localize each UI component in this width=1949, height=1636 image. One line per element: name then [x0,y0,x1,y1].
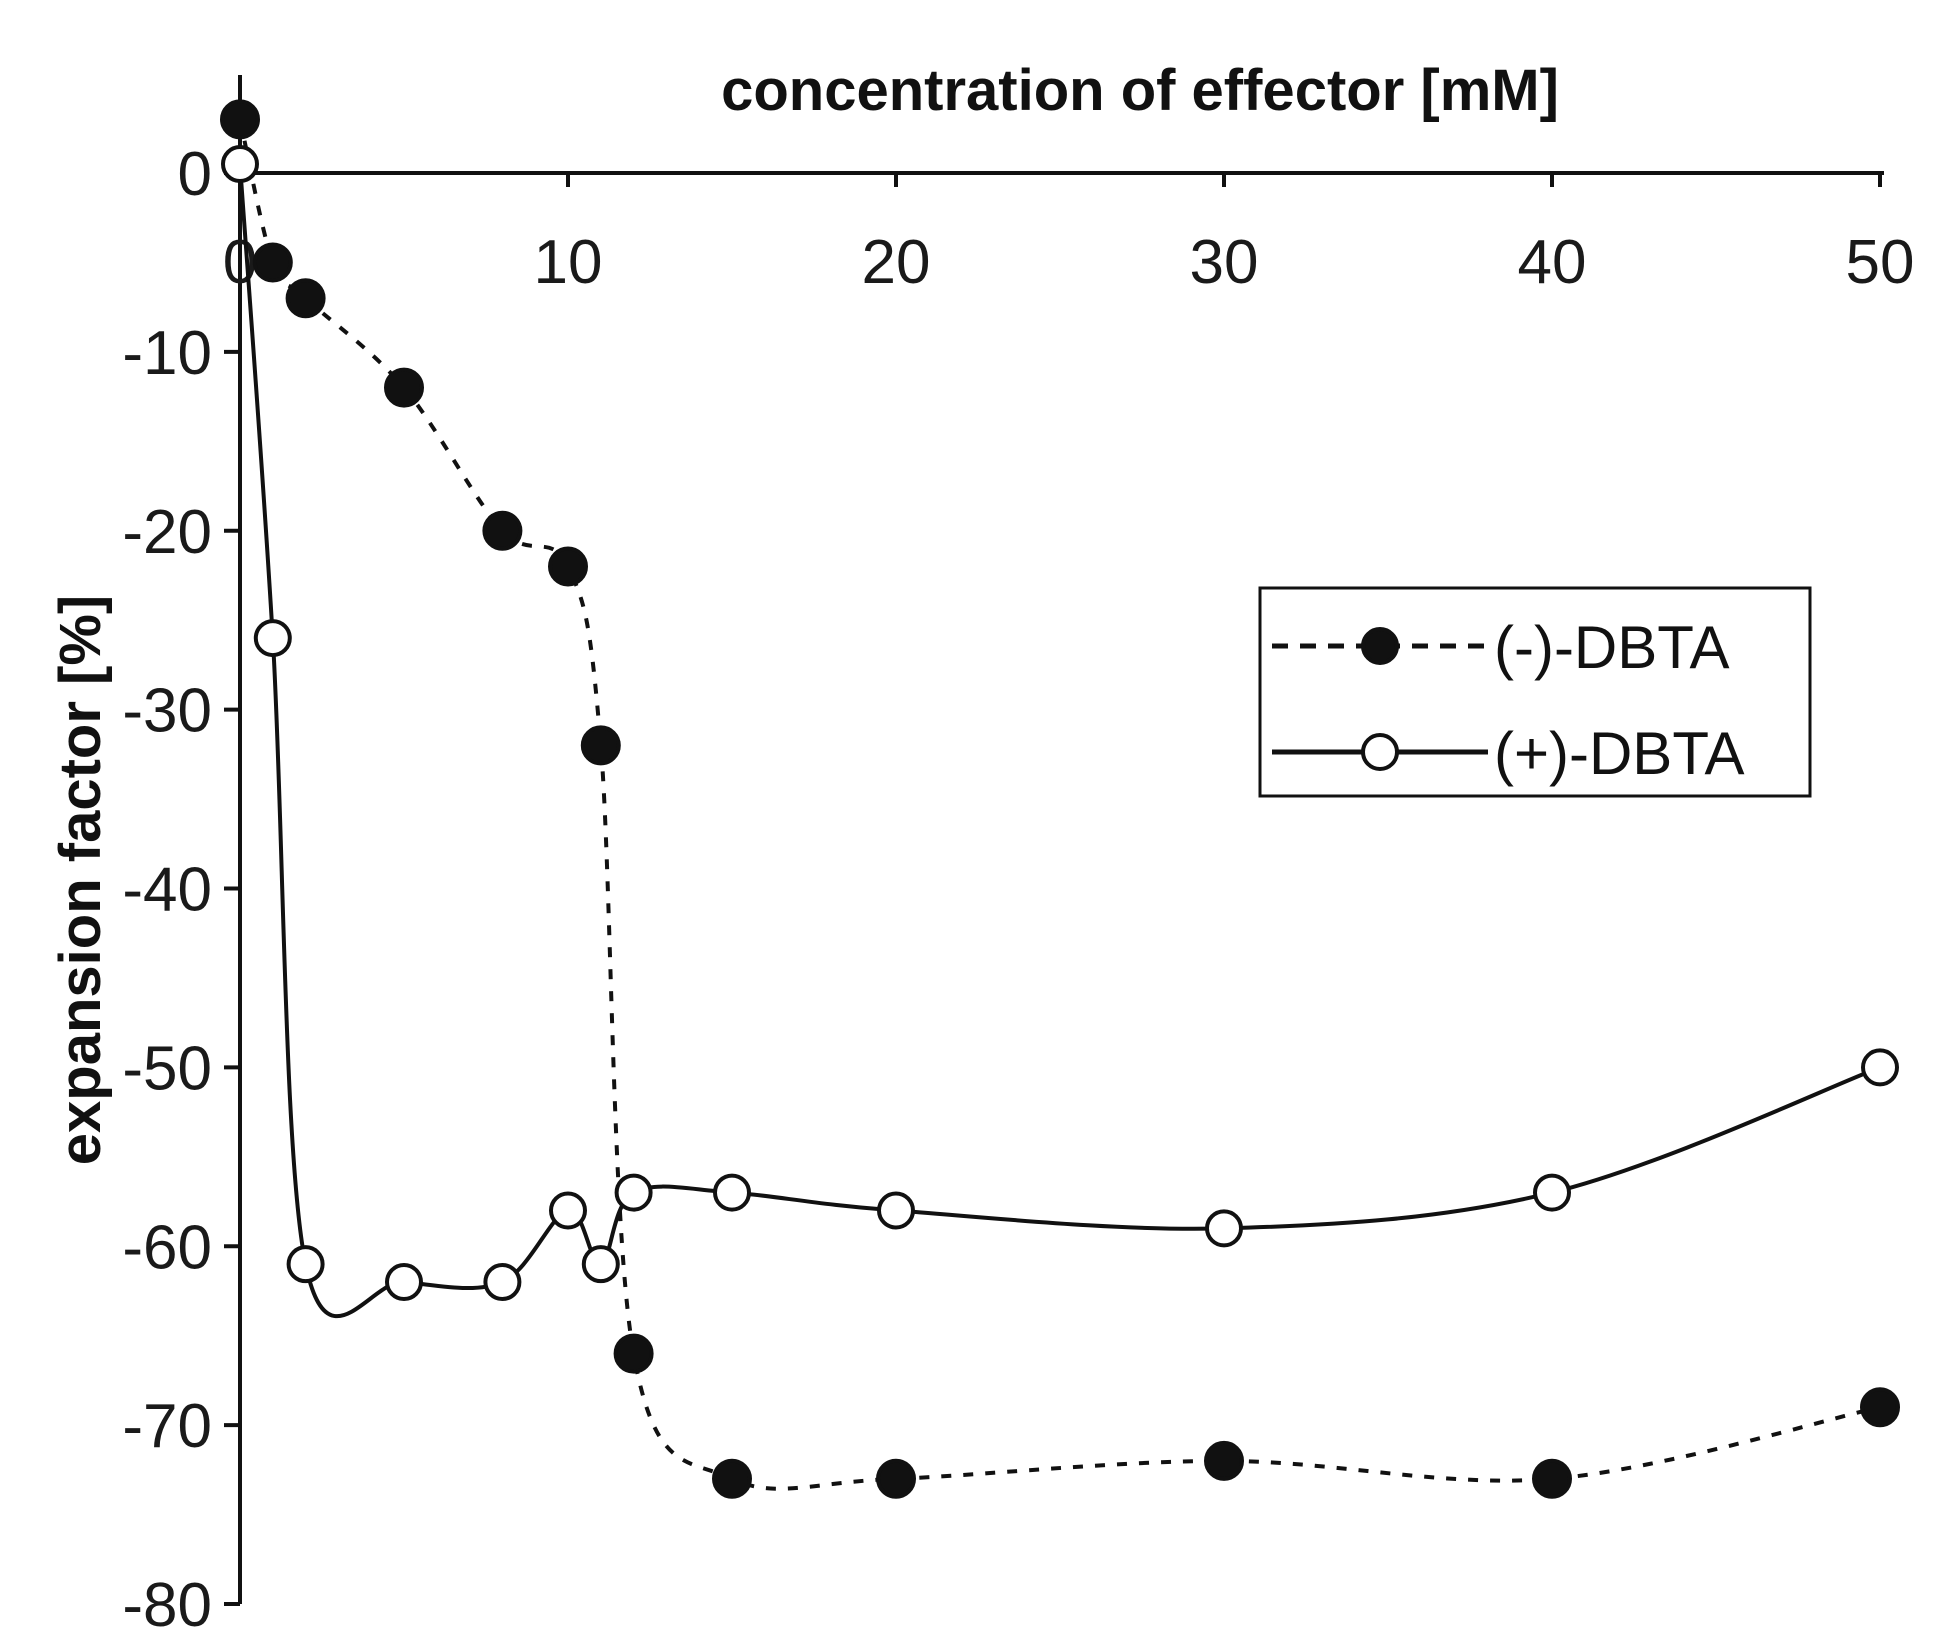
y-tick-label: -50 [122,1034,212,1103]
data-point-pos-dbta [1861,1048,1899,1087]
y-tick-label: -70 [122,1392,212,1461]
legend-label-neg-dbta: (-)-DBTA [1494,614,1730,681]
data-point-neg-dbta [876,1458,916,1499]
y-tick-label: -80 [122,1571,212,1636]
data-point-pos-dbta [483,1263,522,1302]
data-point-neg-dbta [252,242,293,283]
data-point-neg-dbta [712,1458,752,1499]
data-point-neg-dbta [613,1333,654,1374]
y-tick-label: -60 [122,1213,212,1282]
data-point-neg-dbta [1860,1387,1900,1428]
y-tick-label: 0 [178,140,212,209]
data-point-pos-dbta [614,1173,653,1212]
x-axis-title: concentration of effector [mM] [721,58,1559,123]
data-point-neg-dbta [384,367,424,408]
y-tick-label: -10 [122,319,212,388]
legend-marker-pos-dbta [1361,733,1399,771]
x-tick-label: 40 [1518,228,1587,297]
y-axis-title: expansion factor [%] [48,595,113,1165]
data-point-neg-dbta [548,546,588,587]
x-tick-label: 0 [223,228,257,297]
x-tick-label: 50 [1846,228,1915,297]
data-point-pos-dbta [385,1263,423,1302]
x-tick-label: 10 [534,228,603,297]
x-tick-label: 30 [1190,228,1259,297]
data-point-pos-dbta [713,1173,751,1212]
legend-box [1258,586,1812,798]
y-tick-label: -30 [122,677,212,746]
data-point-pos-dbta [253,619,292,658]
x-tick-label: 20 [862,228,931,297]
data-point-neg-dbta [220,99,260,140]
legend-marker-neg-dbta [1361,627,1399,665]
data-point-pos-dbta [1205,1209,1243,1248]
data-point-pos-dbta [1533,1173,1571,1212]
data-point-pos-dbta [581,1245,620,1284]
axes [238,75,1884,1604]
tick-marks: 0 10 20 30 40 500-10-20-30-40-50-60-70-80 [122,140,1914,1636]
data-point-pos-dbta [221,145,259,184]
data-point-neg-dbta [482,510,523,551]
y-tick-label: -20 [122,498,212,567]
data-point-neg-dbta [1204,1440,1244,1481]
data-point-neg-dbta [580,725,621,766]
data-point-neg-dbta [285,278,326,319]
series [220,99,1900,1499]
data-point-pos-dbta [286,1245,325,1284]
y-tick-label: -40 [122,856,212,925]
data-point-pos-dbta [877,1191,915,1230]
legend-label-pos-dbta: (+)-DBTA [1494,720,1745,787]
data-point-pos-dbta [549,1191,587,1230]
legend: (-)-DBTA (+)-DBTA [1258,586,1812,798]
data-point-neg-dbta [1532,1458,1572,1499]
